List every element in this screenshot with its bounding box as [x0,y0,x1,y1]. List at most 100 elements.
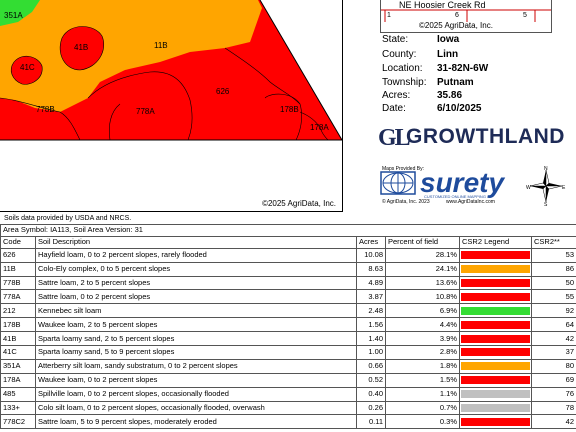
map-label-178a: 178A [310,123,329,132]
map-label-178b: 178B [280,105,299,114]
header-acres: Acres [356,235,386,249]
soil-csr2: 42 [530,414,576,430]
soil-acres: 4.89 [356,275,386,291]
csr2-legend-swatch [461,348,530,357]
soil-percent: 1.1% [385,386,460,402]
soil-percent: 0.3% [385,414,460,430]
soil-csr2: 92 [530,303,576,319]
soil-description: Kennebec silt loam [35,303,357,319]
info-state-value: Iowa [437,34,460,45]
header-csr2: CSR2** [530,235,576,249]
table-row: 351A Atterberry silt loam, sandy substrat… [0,358,576,374]
csr2-legend-swatch [461,265,530,274]
soil-code: 212 [0,303,36,319]
csr2-legend-swatch [461,362,530,371]
soils-source-note: Soils data provided by USDA and NRCS. [4,215,132,222]
soil-table: Area Symbol: IA113, Soil Area Version: 3… [0,224,576,430]
soil-description: Atterberry silt loam, sandy substratum, … [35,358,357,374]
soil-percent: 10.8% [385,289,460,305]
table-row: 626 Hayfield loam, 0 to 2 percent slopes,… [0,247,576,263]
soil-csr2: 86 [530,261,576,277]
table-row: 212 Kennebec silt loam 2.48 6.9% 92 [0,303,576,319]
soil-zone-41c [10,55,43,85]
soil-map[interactable]: 351A 41B 11B 41C 626 778B 778A 178B 178A… [0,0,343,212]
soil-acres: 0.26 [356,400,386,416]
soil-description: Colo silt loam, 0 to 2 percent slopes, o… [35,400,357,416]
soil-code: 778B [0,275,36,291]
soil-percent: 24.1% [385,261,460,277]
soil-code: 485 [0,386,36,402]
soil-percent: 2.8% [385,345,460,360]
csr2-legend [459,414,532,430]
info-acres-label: Acres: [382,90,411,101]
csr2-legend-swatch [461,320,530,329]
soil-acres: 0.40 [356,386,386,402]
soil-percent: 13.6% [385,275,460,291]
table-row: 178A Waukee loam, 0 to 2 percent slopes 0.… [0,372,576,388]
csr2-legend-swatch [461,292,530,301]
info-location-label: Location: [382,63,423,74]
locator-canvas [381,9,551,22]
map-copyright: ©2025 AgriData, Inc. [262,199,336,208]
header-code: Code [0,235,36,249]
locator-road-label: NE Hoosier Creek Rd [399,0,486,10]
compass-n: N [544,166,548,172]
locator-section-1: 1 [387,12,391,19]
table-row: 178B Waukee loam, 2 to 5 percent slopes 1.… [0,317,576,333]
csr2-legend [459,317,532,333]
info-county-value: Linn [437,49,459,60]
info-township-value: Putnam [437,77,474,88]
locator-copyright: ©2025 AgriData, Inc. [419,21,493,30]
table-row: 11B Colo-Ely complex, 0 to 5 percent slop… [0,261,576,277]
soil-percent: 28.1% [385,247,460,263]
soil-acres: 0.66 [356,358,386,374]
map-label-11b: 11B [154,41,168,50]
info-state-label: State: [382,34,409,45]
csr2-legend-swatch [461,279,530,287]
csr2-legend [459,358,532,374]
growthland-mark-logo: GL [378,125,411,151]
csr2-legend [459,303,532,319]
csr2-legend-swatch [461,334,530,343]
soil-acres: 2.48 [356,303,386,319]
soil-csr2: 50 [530,275,576,291]
soil-description: Sattre loam, 5 to 9 percent slopes, mode… [35,414,357,430]
table-row: 41C Sparta loamy sand, 5 to 9 percent slo… [0,345,576,360]
info-date-value: 6/10/2025 [437,103,482,114]
soil-csr2: 37 [530,345,576,360]
soil-acres: 10.08 [356,247,386,263]
soil-acres: 1.40 [356,331,386,347]
soil-percent: 3.9% [385,331,460,347]
soil-code: 133+ [0,400,36,416]
soil-percent: 1.8% [385,358,460,374]
csr2-legend [459,345,532,360]
header-legend: CSR2 Legend [459,235,532,249]
soil-code: 178B [0,317,36,333]
soil-csr2: 53 [530,247,576,263]
soil-description: Waukee loam, 0 to 2 percent slopes [35,372,357,388]
soil-csr2: 78 [530,400,576,416]
csr2-legend [459,386,532,402]
csr2-legend [459,331,532,347]
csr2-legend [459,261,532,277]
soil-code: 11B [0,261,36,277]
csr2-legend [459,372,532,388]
table-row: 41B Sparta loamy sand, 2 to 5 percent slo… [0,331,576,347]
soil-acres: 3.87 [356,289,386,305]
growthland-logo: GROWTHLAND [406,125,565,148]
csr2-legend [459,247,532,263]
csr2-legend [459,400,532,416]
soil-csr2: 55 [530,289,576,305]
soil-description: Sparta loamy sand, 5 to 9 percent slopes [35,345,357,360]
csr2-legend-swatch [461,417,530,426]
locator-inset-map[interactable]: NE Hoosier Creek Rd 1 6 5 ©2025 AgriData… [380,0,552,33]
maps-provided-by: Maps Provided By: [382,166,424,172]
map-label-626: 626 [216,87,230,96]
table-row: 133+ Colo silt loam, 0 to 2 percent slope… [0,400,576,416]
info-acres-value: 35.86 [437,90,463,101]
table-header-row: Code Soil Description Acres Percent of f… [0,235,576,249]
soil-zone-11b [0,0,262,112]
map-label-41c: 41C [20,63,35,72]
soil-acres: 8.63 [356,261,386,277]
csr2-legend-swatch [461,376,530,385]
